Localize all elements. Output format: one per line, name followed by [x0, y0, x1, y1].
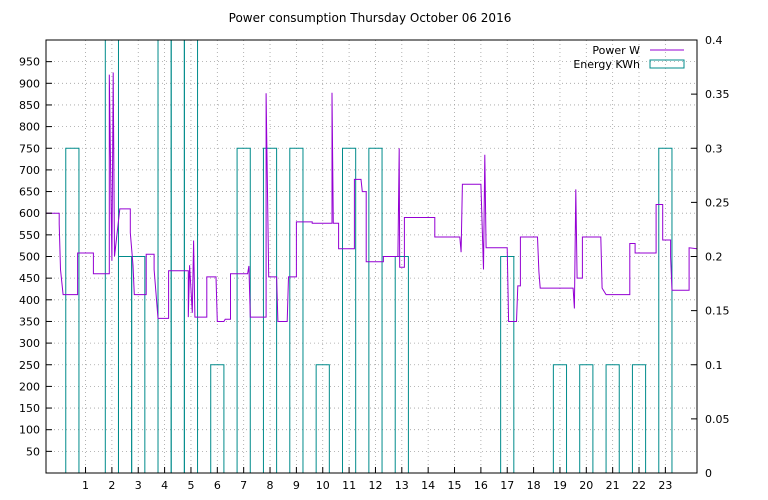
y-left-tick-label: 250	[19, 359, 40, 372]
y-left-tick-label: 650	[19, 186, 40, 199]
y-left-tick-label: 100	[19, 424, 40, 437]
y-right-tick-label: 0.4	[705, 34, 723, 47]
x-tick-label: 23	[658, 479, 672, 492]
x-tick-label: 18	[527, 479, 541, 492]
legend: Power W Energy KWh	[573, 44, 685, 71]
x-tick-label: 2	[108, 479, 115, 492]
y-left-tick-label: 50	[26, 445, 40, 458]
x-tick-label: 10	[316, 479, 330, 492]
x-tick-label: 16	[474, 479, 488, 492]
x-tick-label: 12	[368, 479, 382, 492]
y-left-tick-label: 550	[19, 229, 40, 242]
chart-title: Power consumption Thursday October 06 20…	[229, 11, 512, 25]
legend-power-label: Power W	[592, 44, 640, 57]
y-left-tick-label: 750	[19, 142, 40, 155]
y-left-tick-label: 400	[19, 294, 40, 307]
x-tick-label: 11	[342, 479, 356, 492]
x-tick-label: 8	[267, 479, 274, 492]
y-right-tick-label: 0.1	[705, 359, 723, 372]
y-left-tick-label: 450	[19, 272, 40, 285]
x-tick-label: 20	[579, 479, 593, 492]
x-tick-label: 3	[135, 479, 142, 492]
y-right-tick-label: 0.35	[705, 88, 730, 101]
x-tick-label: 6	[214, 479, 221, 492]
axes-layer: 5010015020025030035040045050055060065070…	[19, 34, 730, 492]
x-tick-label: 21	[606, 479, 620, 492]
energy-bar	[65, 147, 80, 474]
y-right-tick-label: 0	[705, 467, 712, 480]
y-left-tick-label: 950	[19, 56, 40, 69]
y-right-tick-label: 0.15	[705, 305, 730, 318]
y-left-tick-label: 800	[19, 121, 40, 134]
power-line	[46, 72, 698, 322]
x-tick-label: 1	[82, 479, 89, 492]
power-line-layer	[46, 72, 698, 322]
x-tick-label: 5	[187, 479, 194, 492]
y-right-tick-label: 0.3	[705, 142, 723, 155]
x-tick-label: 17	[500, 479, 514, 492]
x-tick-label: 14	[421, 479, 435, 492]
x-tick-label: 15	[448, 479, 462, 492]
y-left-tick-label: 300	[19, 337, 40, 350]
y-right-tick-label: 0.05	[705, 413, 730, 426]
energy-bars-layer	[65, 39, 673, 474]
x-tick-label: 4	[161, 479, 168, 492]
x-tick-label: 9	[293, 479, 300, 492]
y-left-tick-label: 600	[19, 207, 40, 220]
y-left-tick-label: 150	[19, 402, 40, 415]
y-left-tick-label: 350	[19, 315, 40, 328]
y-right-tick-label: 0.2	[705, 251, 723, 264]
y-left-tick-label: 700	[19, 164, 40, 177]
x-tick-label: 13	[395, 479, 409, 492]
y-left-tick-label: 850	[19, 99, 40, 112]
x-tick-label: 19	[553, 479, 567, 492]
y-left-tick-label: 200	[19, 380, 40, 393]
y-right-tick-label: 0.25	[705, 196, 730, 209]
x-tick-label: 22	[632, 479, 646, 492]
energy-bar	[117, 256, 133, 474]
legend-energy-swatch	[649, 59, 685, 69]
y-left-tick-label: 900	[19, 77, 40, 90]
x-tick-label: 7	[240, 479, 247, 492]
legend-energy-label: Energy KWh	[573, 58, 640, 71]
y-left-tick-label: 500	[19, 251, 40, 264]
